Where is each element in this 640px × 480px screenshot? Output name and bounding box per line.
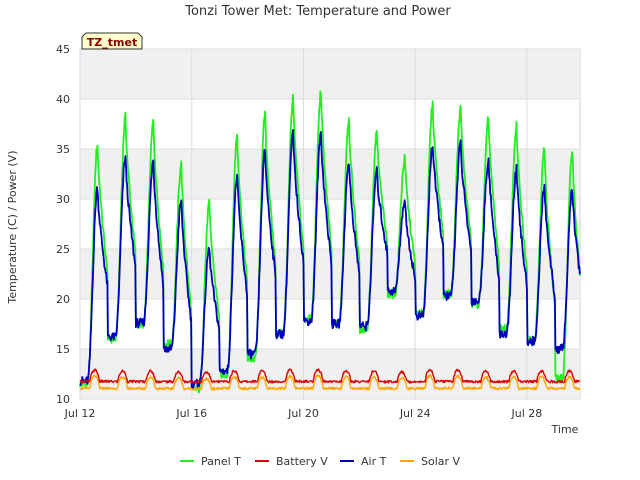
- plot-band: [80, 49, 580, 99]
- y-tick-label: 30: [56, 193, 70, 206]
- legend-item-panel-t: Panel T: [180, 455, 241, 468]
- y-tick-label: 40: [56, 93, 70, 106]
- y-tick-label: 10: [56, 393, 70, 406]
- x-tick-label: Jul 28: [511, 407, 543, 420]
- legend-item-battery-v: Battery V: [255, 455, 328, 468]
- legend-item-solar-v: Solar V: [400, 455, 461, 468]
- legend-item-air-t: Air T: [340, 455, 387, 468]
- y-tick-label: 25: [56, 243, 70, 256]
- y-axis-ticks: 10 15 20 25 30 35 40 45: [56, 43, 70, 406]
- series-line-solar-v: [79, 374, 581, 391]
- y-tick-label: 45: [56, 43, 70, 56]
- chart-title: Tonzi Tower Met: Temperature and Power: [184, 4, 451, 19]
- x-tick-label: Jul 16: [175, 407, 207, 420]
- x-tick-label: Jul 24: [399, 407, 431, 420]
- series-line-battery-v: [79, 368, 581, 384]
- series-layer: [79, 90, 581, 394]
- legend-label: Battery V: [276, 455, 328, 468]
- x-axis-ticks: Jul 12 Jul 16 Jul 20 Jul 24 Jul 28: [64, 407, 543, 420]
- badge-shape: [81, 32, 143, 50]
- y-tick-label: 15: [56, 343, 70, 356]
- plot-band: [80, 349, 580, 399]
- legend-label: Air T: [361, 455, 387, 468]
- legend-label: Solar V: [421, 455, 461, 468]
- x-tick-label: Jul 20: [287, 407, 319, 420]
- x-axis-label: Time: [551, 423, 579, 436]
- y-tick-label: 20: [56, 293, 70, 306]
- legend: Panel T Battery V Air T Solar V: [180, 455, 461, 468]
- y-axis-label: Temperature (C) / Power (V): [6, 150, 19, 304]
- badge-label: TZ_tmet: [87, 36, 137, 49]
- legend-label: Panel T: [201, 455, 241, 468]
- dataset-badge: TZ_tmet: [81, 32, 143, 50]
- plot-band: [80, 149, 580, 199]
- y-tick-label: 35: [56, 143, 70, 156]
- series-line-air-t: [79, 128, 581, 390]
- x-tick-label: Jul 12: [64, 407, 96, 420]
